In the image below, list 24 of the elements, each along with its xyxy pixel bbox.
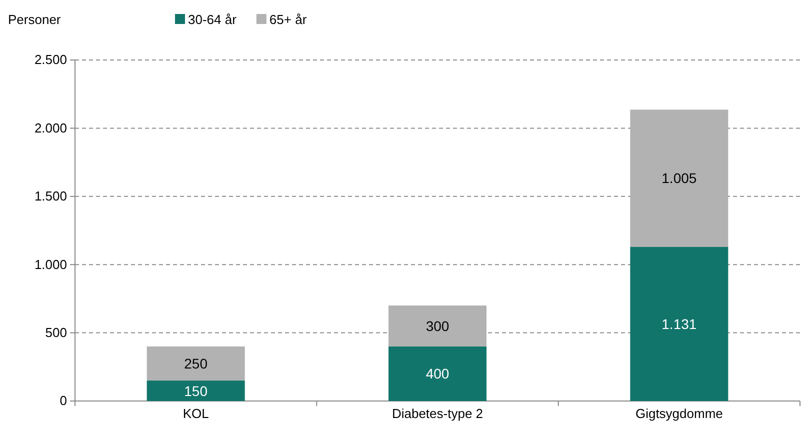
y-tick-label: 500 <box>45 324 67 340</box>
data-label: 1.005 <box>662 170 697 186</box>
bar <box>146 346 245 381</box>
data-label: 300 <box>426 318 450 334</box>
x-tick-label: KOL <box>182 406 209 422</box>
bar <box>388 306 486 346</box>
x-tick-label: Gigtsygdomme <box>635 406 723 422</box>
x-tick-label: Diabetes-type 2 <box>392 406 484 422</box>
data-label: 400 <box>426 366 450 382</box>
legend-label: 65+ år <box>269 12 308 27</box>
y-tick-label: 2.000 <box>34 120 67 136</box>
bar <box>630 110 728 247</box>
y-tick-label: 0 <box>60 393 67 408</box>
data-label: 150 <box>184 382 208 399</box>
bar <box>388 346 486 401</box>
legend-label: 30-64 år <box>188 12 238 27</box>
y-axis-title: Personer <box>8 12 62 27</box>
bar <box>146 380 245 401</box>
bar <box>630 246 728 401</box>
y-tick-label: 2.500 <box>34 52 67 68</box>
data-label: 1.131 <box>662 316 697 332</box>
y-tick-label: 1.000 <box>34 256 67 272</box>
y-tick-label: 1.500 <box>34 188 67 204</box>
data-label: 250 <box>184 355 208 372</box>
